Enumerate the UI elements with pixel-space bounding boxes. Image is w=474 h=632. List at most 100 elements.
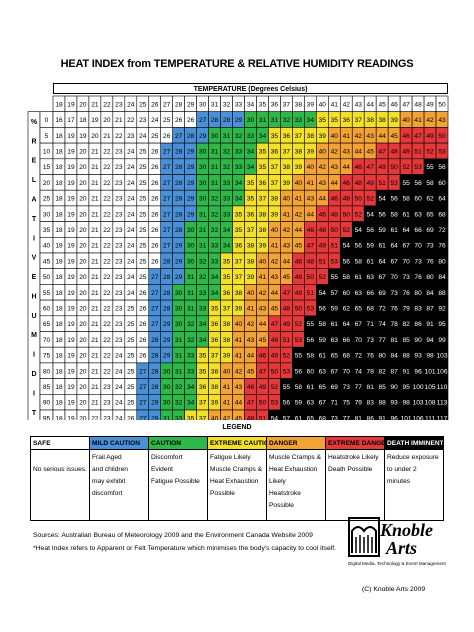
heat-index-value: 105 [425,384,436,391]
heat-index-value: 22 [103,305,111,312]
heat-index-value: 88 [438,290,446,297]
heat-index-value: 41 [283,211,291,218]
heat-index-value: 28 [211,117,219,124]
legend-description-2: Discomfort Evident Fatigue Possible [148,449,208,521]
heat-index-value: 111 [425,415,435,420]
heat-index-value: 56 [283,400,291,407]
heat-index-value: 21 [91,180,99,187]
heat-index-value: 19 [67,353,75,360]
heat-index-value: 53 [295,337,303,344]
heat-index-value: 73 [343,384,351,391]
heat-index-value: 41 [235,353,243,360]
legend-description-line: to under 2 minutes [387,466,417,485]
heat-index-value: 27 [139,384,147,391]
humidity-tick-label: 75 [43,353,51,360]
heat-index-value: 31 [175,337,183,344]
heat-index-value: 45 [271,305,279,312]
sources-text: Sources: Australian Bureau of Meteorolog… [33,532,313,539]
legend-description-line: Death Possible [328,466,373,473]
heat-index-value: 117 [437,415,448,420]
heat-index-value: 42 [295,211,303,218]
humidity-label-letter: A [31,196,36,203]
heat-index-value: 63 [367,274,375,281]
heat-index-value: 22 [103,274,111,281]
humidity-tick-label: 95 [43,415,51,420]
heat-index-value: 101 [425,368,436,375]
heat-index-value: 25 [139,258,147,265]
heat-index-value: 25 [139,196,147,203]
heat-index-value: 45 [295,243,303,250]
heat-index-value: 31 [163,415,171,420]
heat-index-value: 18 [55,258,63,265]
heat-index-value: 28 [175,196,183,203]
heat-index-value: 34 [247,164,255,171]
heat-index-value: 27 [139,368,147,375]
heat-index-value: 57 [283,415,291,420]
heat-index-value: 88 [402,353,410,360]
heat-index-value: 73 [402,274,410,281]
heat-index-value: 36 [247,211,255,218]
heat-index-value: 41 [223,400,231,407]
heat-index-value: 33 [295,117,303,124]
heat-index-value: 79 [402,305,410,312]
heat-index-value: 52 [295,321,303,328]
heat-index-value: 56 [438,164,446,171]
heat-index-value: 26 [139,305,147,312]
heat-index-value: 28 [151,353,159,360]
heat-index-value: 101 [401,415,412,420]
heat-index-value: 44 [379,133,387,140]
heat-index-value: 61 [367,258,375,265]
heat-index-value: 90 [414,337,422,344]
heat-index-value: 23 [115,211,123,218]
humidity-label-letter: V [32,255,37,262]
heat-index-value: 23 [139,117,147,124]
heat-index-value: 51 [331,243,339,250]
heat-index-value: 43 [319,180,327,187]
heat-index-value: 58 [402,196,410,203]
humidity-label-letter: I [33,235,35,242]
heat-index-value: 54 [355,227,363,234]
heat-index-value: 31 [175,353,183,360]
heat-index-value: 56 [379,211,387,218]
heat-index-value: 26 [187,117,195,124]
heat-index-value: 67 [390,258,398,265]
heat-index-value: 19 [67,243,75,250]
heat-index-value: 34 [199,321,207,328]
heat-index-value: 44 [283,258,291,265]
temp-tick-label: 20 [79,101,87,108]
heat-index-value: 35 [223,258,231,265]
heat-index-value: 96 [414,368,422,375]
heat-index-value: 36 [223,290,231,297]
heat-index-value: 31 [199,227,207,234]
heat-index-value: 64 [390,243,398,250]
heat-index-value: 37 [235,258,243,265]
heat-index-value: 77 [379,337,387,344]
heat-index-value: 41 [295,196,303,203]
heat-index-value: 24 [115,368,123,375]
heat-index-value: 68 [438,211,446,218]
heat-index-value: 62 [343,305,351,312]
heat-index-value: 75 [343,400,351,407]
heat-index-value: 23 [115,164,123,171]
heat-index-value: 73 [426,243,434,250]
heat-index-value: 21 [91,243,99,250]
heat-index-value: 56 [390,196,398,203]
heat-index-value: 40 [331,133,339,140]
heat-index-value: 43 [438,117,446,124]
heat-index-value: 76 [426,258,434,265]
temp-tick-label: 35 [259,101,267,108]
heat-index-value: 43 [367,133,375,140]
heat-index-value: 19 [67,148,75,155]
legend-description-line: Fatigue Possible [151,478,200,485]
heat-index-value: 78 [367,368,375,375]
heat-index-value: 35 [199,368,207,375]
heat-index-value: 38 [259,227,267,234]
heat-index-value: 21 [91,274,99,281]
heat-index-value: 39 [211,400,219,407]
heat-index-value: 35 [199,353,207,360]
heat-index-value: 67 [331,368,339,375]
heat-index-value: 63 [331,337,339,344]
temp-tick-label: 48 [414,101,422,108]
heat-index-value: 98 [402,400,410,407]
heat-index-value: 31 [187,305,195,312]
